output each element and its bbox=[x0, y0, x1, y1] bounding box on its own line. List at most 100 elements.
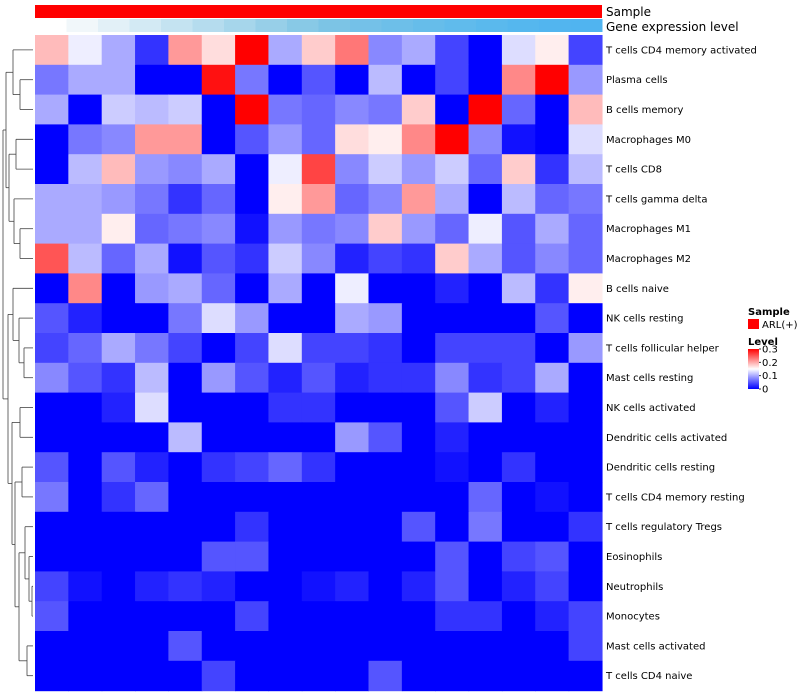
heatmap-cell bbox=[35, 511, 69, 543]
heatmap-cell bbox=[68, 422, 103, 453]
heatmap-cell bbox=[68, 392, 103, 423]
legend-level-colorbar bbox=[748, 349, 759, 389]
heatmap-cell bbox=[101, 362, 136, 394]
heatmap-cell bbox=[68, 660, 103, 692]
heatmap-cell bbox=[501, 35, 536, 66]
heatmap-cell bbox=[68, 213, 103, 245]
heatmap-cell bbox=[168, 601, 203, 632]
heatmap-cell bbox=[568, 422, 603, 453]
heatmap-cell bbox=[35, 94, 69, 125]
heatmap-cell bbox=[501, 64, 536, 96]
heatmap-cell bbox=[435, 511, 470, 543]
legend-level-title: Level bbox=[748, 337, 778, 348]
heatmap-cell bbox=[535, 631, 570, 662]
gene-expression-segment bbox=[255, 19, 288, 32]
heatmap-cell bbox=[301, 64, 336, 96]
heatmap-cell bbox=[68, 362, 103, 394]
heatmap-cell bbox=[135, 64, 169, 96]
heatmap-cell bbox=[201, 273, 236, 304]
heatmap-cell bbox=[568, 124, 603, 155]
heatmap-cell bbox=[501, 213, 536, 245]
heatmap-cell bbox=[101, 35, 136, 66]
heatmap-cell bbox=[168, 452, 203, 483]
heatmap-cell bbox=[135, 154, 169, 185]
heatmap-cell bbox=[101, 303, 136, 334]
gene-expression-segment bbox=[539, 19, 571, 32]
heatmap-cell bbox=[268, 154, 303, 185]
gene-expression-segment bbox=[66, 19, 99, 32]
heatmap-cell bbox=[535, 273, 570, 304]
heatmap-cell bbox=[268, 303, 303, 334]
heatmap-cell bbox=[201, 184, 236, 215]
heatmap-cell bbox=[368, 35, 403, 66]
row-label: Neutrophils bbox=[606, 582, 663, 593]
heatmap-cell bbox=[68, 124, 103, 155]
heatmap-cell bbox=[101, 333, 136, 364]
heatmap-cell bbox=[368, 94, 403, 125]
heatmap-cell bbox=[301, 571, 336, 602]
heatmap-cell bbox=[468, 64, 503, 96]
legend-tick-label: 0.3 bbox=[762, 345, 778, 356]
heatmap-cell bbox=[368, 422, 403, 453]
heatmap-cell bbox=[401, 660, 436, 692]
heatmap-cell bbox=[68, 482, 103, 513]
heatmap-cell bbox=[235, 571, 270, 602]
heatmap-cell bbox=[335, 660, 370, 692]
heatmap-cell bbox=[368, 601, 403, 632]
heatmap-cell bbox=[201, 660, 236, 692]
heatmap-cell bbox=[35, 333, 69, 364]
heatmap-cell bbox=[301, 303, 336, 334]
heatmap-cell bbox=[135, 452, 169, 483]
heatmap-cell bbox=[535, 541, 570, 572]
row-label: T cells regulatory Tregs bbox=[605, 522, 722, 533]
heatmap-cell bbox=[301, 362, 336, 394]
heatmap-cell bbox=[335, 64, 370, 96]
heatmap-cell bbox=[535, 35, 570, 66]
heatmap-cell bbox=[568, 452, 603, 483]
heatmap-cell bbox=[68, 243, 103, 274]
heatmap-cell bbox=[501, 511, 536, 543]
heatmap-cell bbox=[468, 303, 503, 334]
heatmap-cell bbox=[201, 303, 236, 334]
heatmap-cell bbox=[501, 124, 536, 155]
row-label: T cells gamma delta bbox=[605, 194, 707, 205]
heatmap-cell bbox=[68, 601, 103, 632]
heatmap-cell bbox=[35, 243, 69, 274]
heatmap-cell bbox=[168, 64, 203, 96]
heatmap-cell bbox=[401, 213, 436, 245]
heatmap-cell bbox=[235, 541, 270, 572]
heatmap-cell bbox=[368, 124, 403, 155]
heatmap-cell bbox=[168, 243, 203, 274]
heatmap-cell bbox=[468, 35, 503, 66]
heatmap-cell bbox=[101, 64, 136, 96]
heatmap-cell bbox=[468, 243, 503, 274]
heatmap-cell bbox=[35, 213, 69, 245]
heatmap-cell bbox=[468, 601, 503, 632]
heatmap-cell bbox=[568, 303, 603, 334]
heatmap-cell bbox=[535, 213, 570, 245]
heatmap-cell bbox=[301, 35, 336, 66]
heatmap-cell bbox=[368, 631, 403, 662]
heatmap-cell bbox=[101, 392, 136, 423]
gene-expression-annotation-bar bbox=[35, 19, 603, 32]
heatmap-cell bbox=[235, 94, 270, 125]
heatmap-cell bbox=[335, 273, 370, 304]
heatmap-cell bbox=[201, 601, 236, 632]
heatmap-cell bbox=[301, 333, 336, 364]
heatmap-cell bbox=[68, 333, 103, 364]
gene-expression-segment bbox=[570, 19, 603, 32]
heatmap-cell bbox=[335, 154, 370, 185]
gene-expression-segment bbox=[381, 19, 414, 32]
heatmap-cell bbox=[568, 154, 603, 185]
heatmap-cell bbox=[101, 184, 136, 215]
heatmap-cell bbox=[401, 64, 436, 96]
heatmap-cell bbox=[401, 94, 436, 125]
heatmap-cell bbox=[201, 571, 236, 602]
heatmap-cell bbox=[335, 35, 370, 66]
heatmap-cell bbox=[168, 422, 203, 453]
heatmap-cell bbox=[501, 333, 536, 364]
heatmap-cell bbox=[201, 243, 236, 274]
row-label: T cells CD4 memory activated bbox=[605, 45, 757, 56]
heatmap-cell bbox=[368, 213, 403, 245]
heatmap-cell bbox=[335, 601, 370, 632]
